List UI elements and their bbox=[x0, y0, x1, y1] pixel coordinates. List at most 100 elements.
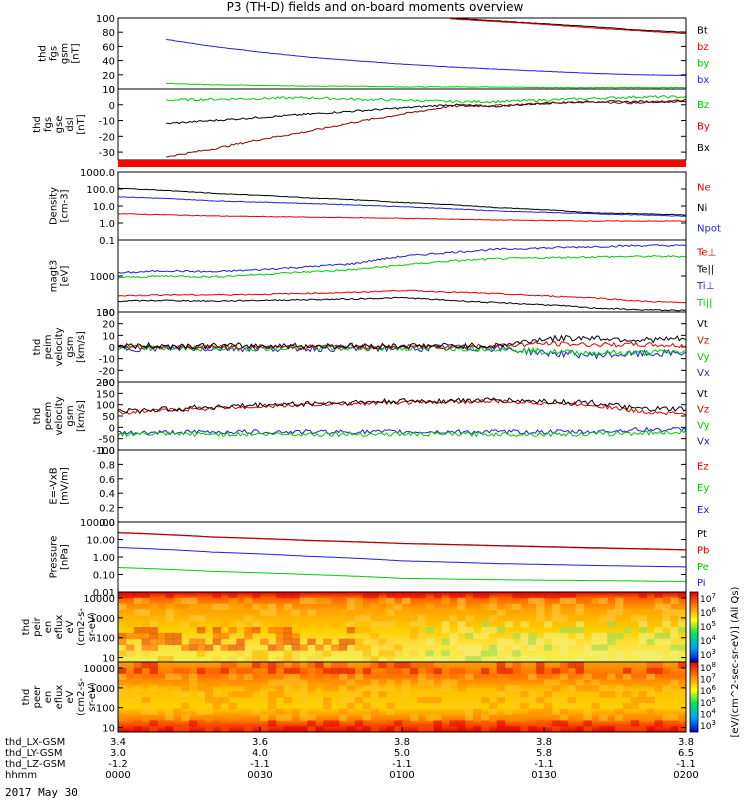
spectrogram-cell bbox=[141, 702, 151, 710]
x-tick-label: 0030 bbox=[247, 770, 272, 781]
spectrogram-cell bbox=[504, 667, 513, 675]
spectrogram-cell bbox=[512, 662, 521, 669]
spectrogram-cell bbox=[315, 726, 324, 733]
spectrogram-cell bbox=[559, 720, 569, 727]
spectrogram-cell bbox=[496, 726, 506, 733]
spectrogram-cell bbox=[575, 656, 584, 663]
spectrogram-cell bbox=[536, 662, 545, 669]
spectrogram-cell bbox=[480, 720, 490, 727]
spectrogram-cell bbox=[457, 656, 466, 663]
spectrogram-cell bbox=[244, 726, 253, 733]
spectrogram-cell bbox=[220, 726, 229, 733]
spectrogram-cell bbox=[433, 714, 442, 721]
y-tick-label: 10 bbox=[102, 331, 115, 342]
spectrogram-cell bbox=[291, 708, 300, 715]
colorbar-tick-label: 103 bbox=[700, 648, 716, 661]
spectrogram-cell bbox=[323, 697, 332, 704]
spectrogram-cell bbox=[133, 662, 143, 669]
spectrogram-cell bbox=[315, 644, 324, 651]
spectrogram-cell bbox=[204, 603, 214, 610]
spectrogram-cell bbox=[173, 691, 182, 698]
spectrogram-cell bbox=[228, 597, 237, 605]
spectrogram-cell bbox=[473, 708, 482, 715]
spectrogram-cell bbox=[480, 650, 490, 657]
y-axis-label-line: E=-VxB bbox=[49, 467, 60, 504]
y-axis-label-line: [km/s] bbox=[76, 400, 87, 432]
series-line-ne bbox=[118, 213, 687, 222]
spectrogram-cell bbox=[307, 597, 316, 605]
spectrogram-cell bbox=[409, 615, 419, 622]
spectrogram-cell bbox=[354, 627, 364, 634]
spectrogram-cell bbox=[607, 702, 616, 710]
spectrogram-cell bbox=[157, 679, 166, 686]
spectrogram-cell bbox=[362, 720, 371, 727]
spectrogram-cell bbox=[488, 597, 498, 605]
panel-temperature: 100 1000 magt3 [eV] Te⊥ Te|| Ti⊥ Ti|| bbox=[49, 239, 716, 319]
spectrogram-cell bbox=[386, 656, 395, 663]
spectrogram-cell bbox=[504, 656, 513, 663]
spectrogram-cell bbox=[362, 644, 371, 651]
spectrogram-cell bbox=[512, 667, 521, 675]
spectrogram-cell bbox=[307, 714, 316, 721]
spectrogram-cell bbox=[638, 615, 648, 622]
spectrogram-cell bbox=[638, 697, 648, 704]
spectrogram-cell bbox=[370, 679, 379, 686]
spectrogram-cell bbox=[283, 697, 293, 704]
y-tick-label: 100.00 bbox=[80, 518, 115, 529]
spectrogram-cell bbox=[362, 714, 371, 721]
spectrogram-cell bbox=[457, 702, 466, 710]
y-tick-label: 0 bbox=[109, 85, 115, 96]
spectrogram-cell bbox=[654, 632, 663, 640]
spectrogram-cell bbox=[678, 627, 687, 634]
spectrogram-cell bbox=[488, 656, 498, 663]
spectrogram-cell bbox=[536, 667, 545, 675]
spectrogram-cell bbox=[149, 708, 158, 715]
spectrogram-cell bbox=[409, 632, 419, 640]
y-tick-label: 80 bbox=[102, 28, 115, 39]
series-line-bz bbox=[450, 18, 687, 35]
spectrogram-cell bbox=[370, 702, 379, 710]
spectrogram-cell bbox=[662, 685, 671, 692]
y-axis-label-line: gse bbox=[54, 116, 65, 134]
spectrogram-cell bbox=[425, 673, 435, 680]
spectrogram-cell bbox=[362, 667, 371, 675]
spectrogram-cell bbox=[473, 726, 482, 733]
spectrogram-cell bbox=[228, 714, 237, 721]
spectrogram-cell bbox=[323, 702, 332, 710]
x-axis-row-label: thd_LY-GSM bbox=[5, 748, 62, 759]
spectrogram-cell bbox=[315, 650, 324, 657]
spectrogram-cell bbox=[260, 656, 269, 663]
spectrogram-cell bbox=[504, 685, 513, 692]
spectrogram-cell bbox=[338, 685, 348, 692]
y-tick-label: 10 bbox=[102, 85, 115, 96]
spectrogram-cell bbox=[670, 726, 679, 733]
spectrogram-cell bbox=[149, 603, 158, 610]
spectrogram-cell bbox=[504, 708, 513, 715]
spectrogram-cell bbox=[220, 615, 229, 622]
spectrogram-cell bbox=[583, 708, 592, 715]
spectrogram-cell bbox=[204, 691, 214, 698]
spectrogram-cell bbox=[520, 714, 529, 721]
panel-e_field: 0.0 0.2 0.4 0.6 0.8 1.0 E=-VxB [mV/m] Ez Ey Ex bbox=[49, 446, 710, 529]
spectrogram-cell bbox=[638, 592, 648, 599]
spectrogram-cell bbox=[670, 714, 679, 721]
spectrogram-cell bbox=[173, 667, 182, 675]
spectrogram-cell bbox=[370, 632, 379, 640]
y-axis-label-line: thd bbox=[32, 339, 43, 356]
spectrogram-cell bbox=[402, 592, 411, 599]
spectrogram-cell bbox=[567, 615, 577, 622]
spectrogram-cell bbox=[457, 726, 466, 733]
y-axis-label-line: eV bbox=[65, 620, 76, 633]
legend-entry: By bbox=[697, 122, 710, 133]
spectrogram-cell bbox=[228, 679, 237, 686]
spectrogram-cell bbox=[204, 726, 214, 733]
series-line-vy bbox=[117, 344, 687, 357]
spectrogram-cell bbox=[544, 667, 553, 675]
spectrogram-cell bbox=[630, 697, 640, 704]
spectrogram-cell bbox=[615, 603, 624, 610]
spectrogram-cell bbox=[125, 644, 135, 651]
spectrogram-cell bbox=[583, 685, 592, 692]
legend-entry: Pe bbox=[697, 562, 709, 573]
x-tick-label: -1.1 bbox=[534, 759, 554, 770]
spectrogram-cell bbox=[307, 662, 316, 669]
